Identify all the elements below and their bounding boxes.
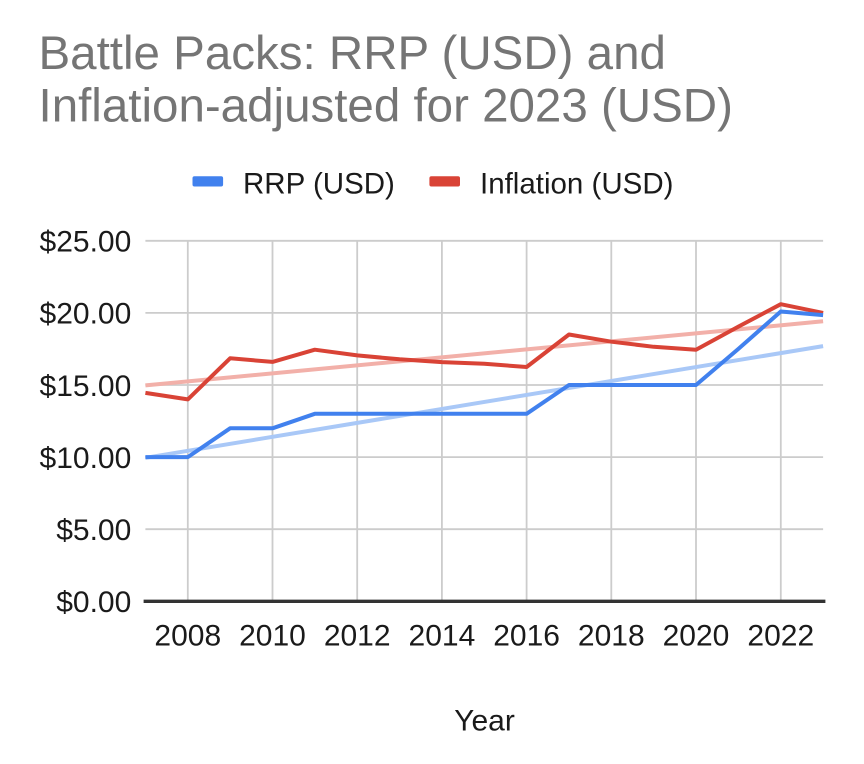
svg-text:$15.00: $15.00 xyxy=(40,370,132,403)
svg-text:2020: 2020 xyxy=(663,620,730,653)
svg-text:2014: 2014 xyxy=(409,620,476,653)
svg-text:$0.00: $0.00 xyxy=(56,586,131,619)
svg-text:RRP (USD): RRP (USD) xyxy=(243,167,395,200)
svg-text:Battle Packs: RRP (USD) and: Battle Packs: RRP (USD) and xyxy=(39,27,666,80)
svg-text:$20.00: $20.00 xyxy=(40,298,132,331)
svg-text:Inflation-adjusted for 2023 (U: Inflation-adjusted for 2023 (USD) xyxy=(39,80,733,133)
svg-text:2018: 2018 xyxy=(578,620,645,653)
svg-text:$5.00: $5.00 xyxy=(56,514,131,547)
svg-text:2022: 2022 xyxy=(747,620,814,653)
svg-text:$10.00: $10.00 xyxy=(40,442,132,475)
svg-text:2010: 2010 xyxy=(239,620,306,653)
svg-text:2008: 2008 xyxy=(154,620,221,653)
svg-text:2012: 2012 xyxy=(324,620,391,653)
svg-text:Year: Year xyxy=(454,705,515,738)
svg-text:2016: 2016 xyxy=(493,620,560,653)
svg-text:Inflation (USD): Inflation (USD) xyxy=(480,167,673,200)
svg-text:$25.00: $25.00 xyxy=(40,226,132,259)
